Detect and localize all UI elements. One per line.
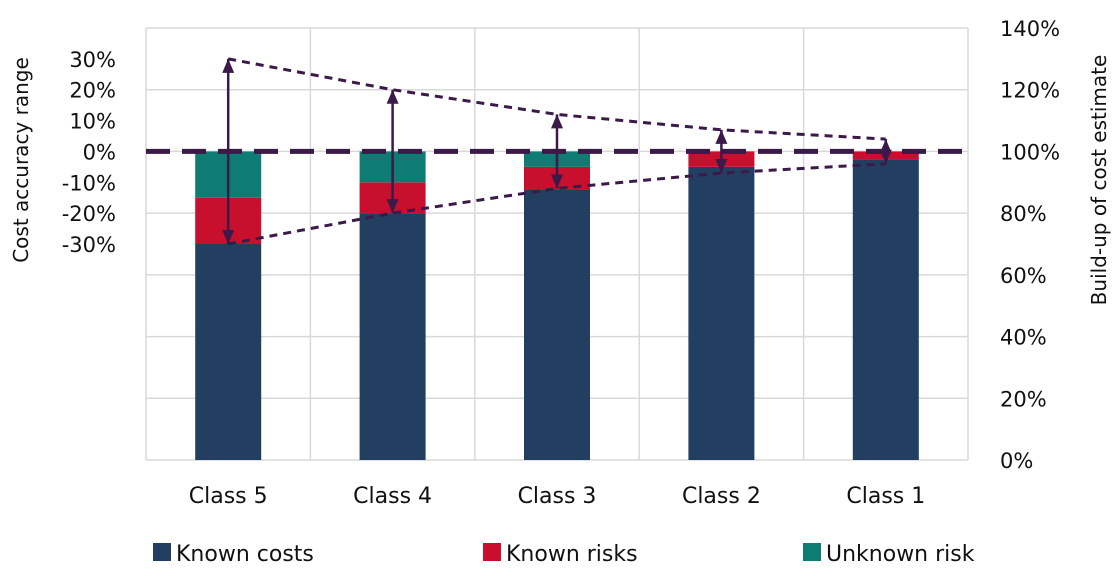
left-axis-tick-label: 30% [69, 48, 116, 72]
left-axis-tick-label: -20% [62, 202, 116, 226]
bar-known-costs [195, 244, 262, 460]
range-arrowhead-down [386, 199, 399, 214]
legend-label-known-costs: Known costs [176, 542, 314, 567]
bars [195, 151, 919, 460]
range-arrowhead-down [715, 159, 728, 174]
range-arrowhead-up [715, 129, 728, 144]
right-axis-tick-label: 100% [1000, 140, 1060, 164]
left-axis-tick-label: 20% [69, 79, 116, 103]
range-arrowhead-up [551, 114, 563, 129]
range-arrowhead-up [879, 139, 892, 154]
right-axis-tick-label: 60% [1000, 264, 1047, 288]
category-label: Class 3 [518, 484, 597, 509]
bar-known-costs [524, 190, 590, 460]
legend-swatch-known-risks [483, 543, 501, 561]
bar-known-costs [852, 159, 919, 460]
legend-swatch-unknown-risk [803, 543, 821, 561]
range-arrowhead-down [222, 230, 235, 244]
range-arrowhead-up [222, 58, 235, 73]
right-axis-title: Build-up of cost estimate [1087, 55, 1111, 306]
range-arrowhead-down [879, 149, 892, 164]
bar-known-costs [688, 166, 755, 460]
legend-label-known-risks: Known risks [506, 542, 638, 567]
axes: 0% 20% 40% 60% 80% 100% 120% 140% 30% 20% 10% 0% -10… [62, 17, 1060, 509]
lower-range-line [227, 162, 886, 246]
left-axis-tick-label: 10% [69, 110, 116, 134]
bar-known-costs [359, 213, 426, 460]
category-label: Class 2 [682, 484, 761, 509]
left-axis-tick-label: -30% [62, 233, 116, 257]
left-axis-tick-label: -10% [62, 171, 116, 195]
legend-swatch-known-costs [153, 543, 171, 561]
legend-label-unknown-risk: Unknown risk [826, 542, 975, 567]
category-label: Class 4 [353, 484, 432, 509]
right-axis-tick-label: 140% [1000, 17, 1060, 41]
legend: Known costs Known risks Unknown risk [153, 542, 975, 567]
category-label: Class 5 [189, 484, 268, 509]
left-axis-tick-label: 0% [83, 140, 116, 164]
right-axis-tick-label: 80% [1000, 202, 1047, 226]
right-axis-tick-label: 40% [1000, 326, 1047, 350]
accuracy-range [146, 57, 968, 246]
right-axis-tick-label: 120% [1000, 79, 1060, 103]
right-axis-tick-label: 20% [1000, 387, 1047, 411]
right-axis-tick-label: 0% [1000, 449, 1033, 473]
category-label: Class 1 [846, 484, 925, 509]
range-arrowhead-down [551, 174, 563, 189]
range-arrowhead-up [386, 89, 399, 104]
upper-range-line [227, 57, 886, 141]
left-axis-title: Cost accuracy range [9, 57, 33, 263]
